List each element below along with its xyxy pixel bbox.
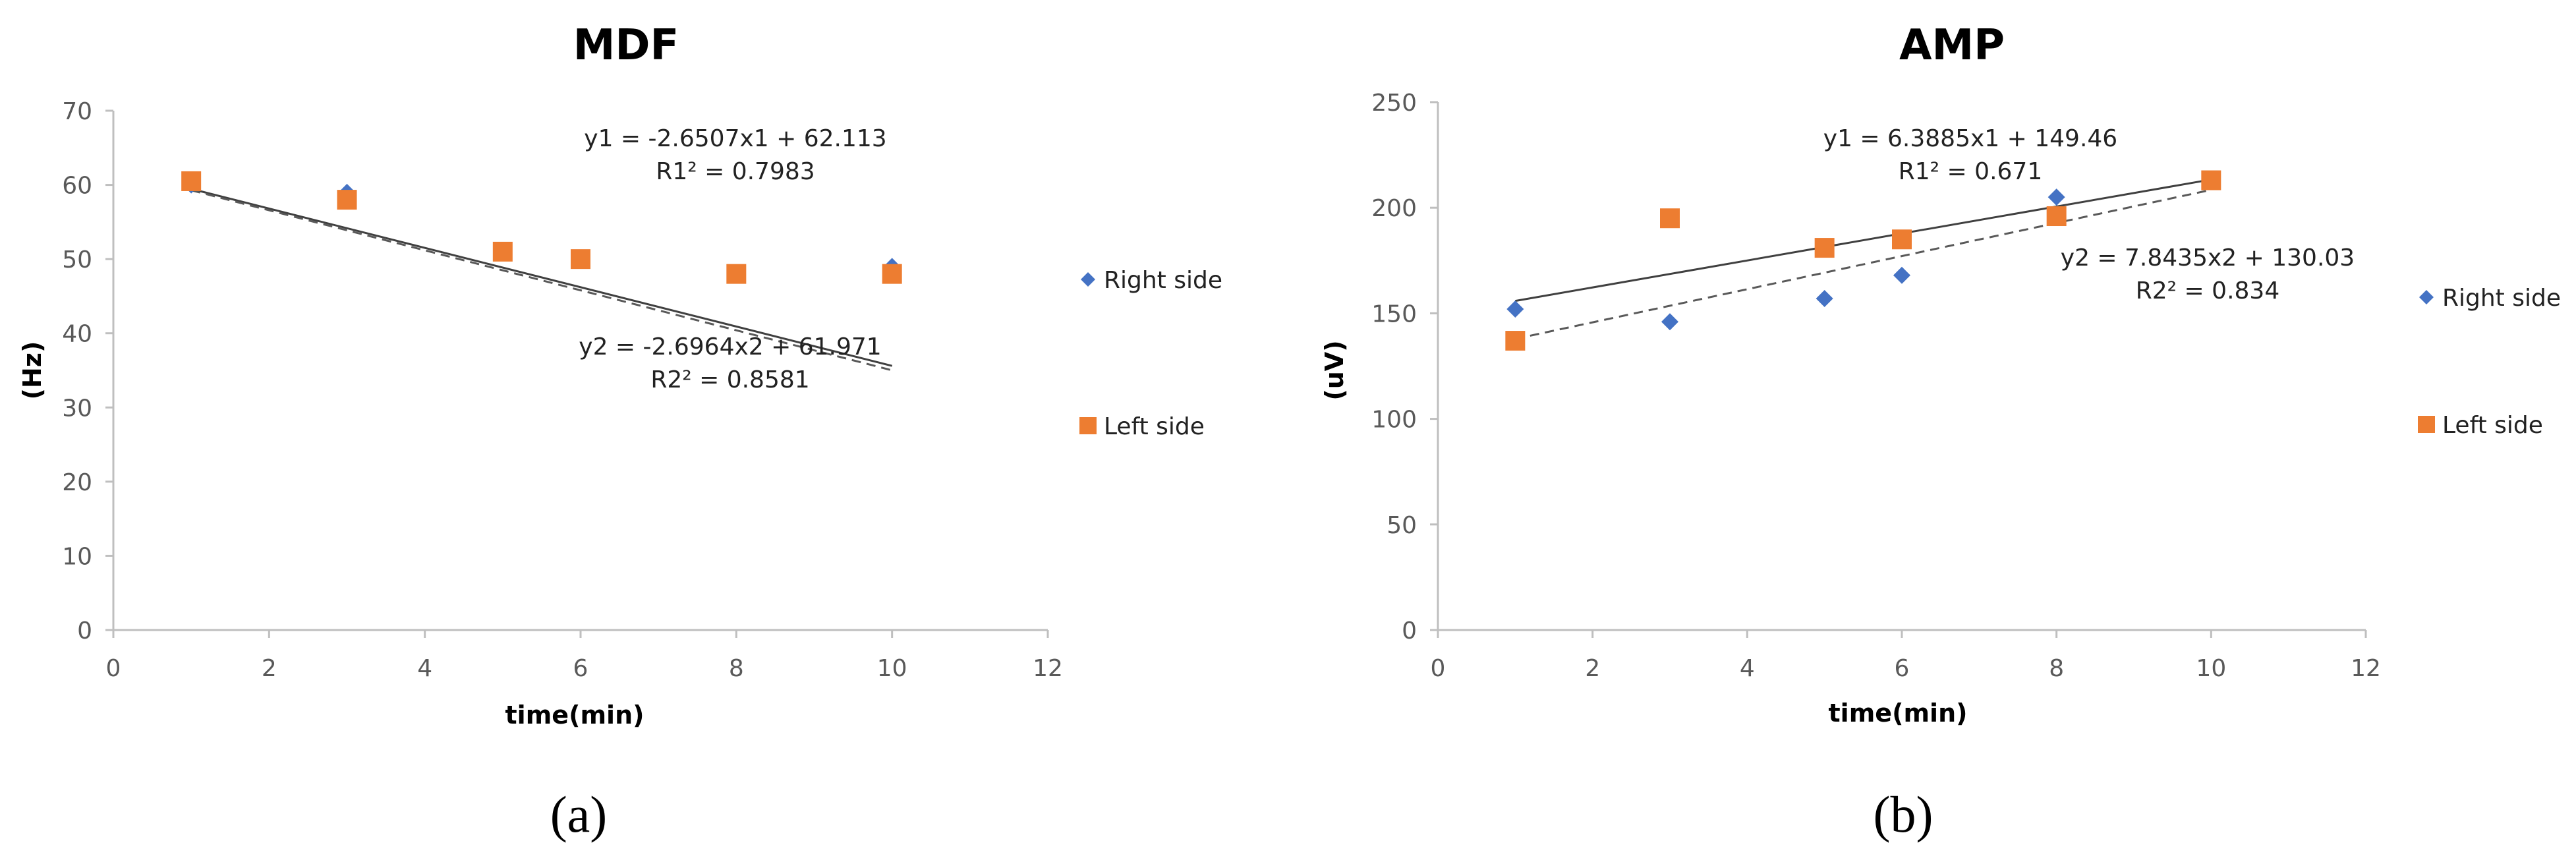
legend-marker-left-side: [1079, 417, 1097, 434]
y-axis-label: (Hz): [18, 341, 47, 400]
trendline-right-side: [190, 188, 893, 367]
legend-label: Right side: [1104, 267, 1222, 294]
legend-label: Left side: [2442, 412, 2543, 439]
y-tick-label: 10: [62, 543, 92, 570]
y-tick-label: 100: [1371, 407, 1417, 434]
x-tick-label: 12: [2351, 655, 2381, 682]
y-tick-label: 30: [62, 395, 92, 422]
data-point-right-side: [1816, 289, 1833, 307]
y-tick-label: 50: [1387, 512, 1417, 539]
legend-marker-right-side: [1081, 272, 1095, 287]
trendline-equation: y1 = 6.3885x1 + 149.46: [1823, 125, 2117, 152]
data-point-left-side: [2046, 206, 2067, 227]
data-point-left-side: [1814, 238, 1835, 258]
data-point-left-side: [882, 264, 902, 284]
trendline-left-side: [1515, 188, 2212, 340]
y-tick-label: 50: [62, 246, 92, 273]
x-tick-label: 6: [573, 655, 588, 682]
trendline-r-squared: R1² = 0.671: [1899, 158, 2042, 185]
x-tick-label: 0: [1431, 655, 1446, 682]
x-tick-label: 12: [1033, 655, 1063, 682]
legend-label: Right side: [2442, 285, 2561, 312]
legend-marker-left-side: [2418, 416, 2435, 433]
data-point-right-side: [2047, 188, 2065, 206]
y-tick-label: 60: [62, 173, 92, 200]
data-point-left-side: [1505, 331, 1526, 351]
data-point-right-side: [1506, 300, 1524, 318]
x-tick-label: 10: [2196, 655, 2226, 682]
trendline-equation: y2 = 7.8435x2 + 130.03: [2061, 244, 2355, 272]
legend-label: Left side: [1104, 413, 1205, 440]
data-point-right-side: [1661, 313, 1678, 331]
panel-label: (a): [550, 786, 608, 843]
trendline-r-squared: R2² = 0.8581: [650, 366, 809, 393]
x-tick-label: 6: [1895, 655, 1910, 682]
panel-label: (b): [1874, 786, 1933, 843]
legend-marker-right-side: [2419, 290, 2434, 304]
trendline-equation: y1 = -2.6507x1 + 62.113: [584, 125, 886, 152]
x-tick-label: 2: [262, 655, 277, 682]
x-tick-label: 2: [1585, 655, 1600, 682]
x-axis-label: time(min): [505, 701, 644, 730]
y-tick-label: 40: [62, 321, 92, 348]
data-point-left-side: [492, 241, 513, 262]
x-tick-label: 8: [2049, 655, 2064, 682]
trendline-right-side: [1515, 178, 2212, 302]
data-point-left-side: [1660, 208, 1680, 229]
y-axis-label: (uV): [1320, 340, 1349, 400]
chart-title: MDF: [573, 21, 679, 70]
data-point-left-side: [1892, 229, 1912, 250]
data-point-left-side: [337, 190, 357, 210]
trendline-equation: y2 = -2.6964x2 + 61.971: [579, 333, 881, 360]
x-tick-label: 0: [106, 655, 121, 682]
x-tick-label: 4: [417, 655, 432, 682]
y-tick-label: 250: [1371, 90, 1417, 117]
data-point-right-side: [1893, 266, 1910, 284]
y-tick-label: 0: [77, 618, 92, 645]
y-tick-label: 150: [1371, 301, 1417, 328]
trendline-r-squared: R2² = 0.834: [2136, 277, 2279, 304]
data-point-left-side: [726, 264, 747, 284]
chart-mdf: MDF 0 10 20 30 40 50 60 70 0 2 4 6 8 10 12 time(min) (Hz)…: [18, 21, 1222, 843]
x-tick-label: 8: [729, 655, 744, 682]
y-tick-label: 20: [62, 469, 92, 496]
y-tick-label: 200: [1371, 195, 1417, 222]
data-point-left-side: [181, 171, 202, 191]
x-axis-label: time(min): [1829, 699, 1968, 728]
y-tick-label: 70: [62, 98, 92, 125]
data-point-left-side: [571, 249, 590, 270]
data-point-left-side: [2201, 170, 2221, 190]
x-tick-label: 4: [1740, 655, 1755, 682]
trendline-r-squared: R1² = 0.7983: [656, 158, 815, 185]
x-tick-label: 10: [877, 655, 907, 682]
y-tick-label: 0: [1402, 618, 1417, 645]
chart-amp: AMP 0 50 100 150 200 250 0 2 4 6 8 10 12 time(min) (uV)…: [1320, 21, 2561, 843]
chart-title: AMP: [1899, 21, 2005, 70]
